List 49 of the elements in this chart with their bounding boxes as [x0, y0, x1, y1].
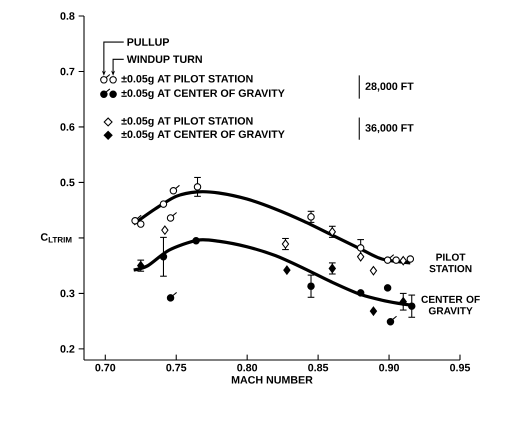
y-axis-title: C$_{LTRIM}$ [40, 233, 72, 243]
y-tick-label: 0.8 [60, 12, 75, 20]
x-tick-label: 0.75 [166, 364, 186, 372]
point [166, 212, 178, 222]
x-tick-label: 0.70 [95, 364, 116, 372]
annotation: WINDUP TURN [126, 56, 202, 64]
point [161, 225, 169, 235]
point [356, 244, 364, 252]
legend-label: ±0.05g AT PILOT STATION [121, 117, 253, 127]
legend-label: ±0.05g AT CENTER OF GRAVITY [121, 130, 285, 140]
point [166, 292, 178, 302]
y-tick-label: 0.3 [60, 290, 74, 298]
point [408, 302, 416, 310]
point [307, 213, 315, 221]
point [192, 236, 200, 244]
legend-label: ±0.05g AT PILOT STATION [121, 74, 253, 85]
x-tick-label: 0.95 [450, 364, 470, 372]
point [131, 214, 142, 224]
annotation: 28,000 FT [365, 82, 414, 92]
point [400, 256, 407, 266]
point [384, 284, 392, 292]
annotation: PILOT STATION [429, 254, 472, 272]
point [384, 254, 394, 264]
point [406, 255, 414, 263]
point [283, 265, 291, 275]
point [370, 266, 378, 276]
annotation: 36,000 FT [365, 124, 414, 134]
point [160, 253, 168, 261]
x-tick-label: 0.80 [237, 364, 258, 372]
x-tick-label: 0.90 [379, 364, 399, 372]
legend-label: ±0.05g AT CENTER OF GRAVITY [121, 89, 285, 100]
point [370, 306, 378, 316]
point [194, 183, 202, 191]
y-tick-label: 0.2 [60, 345, 74, 353]
y-tick-label: 0.5 [60, 178, 75, 186]
x-axis-title: MACH NUMBER [232, 376, 313, 384]
y-tick-label: 0.6 [60, 123, 74, 131]
point [392, 256, 400, 264]
x-tick-label: 0.85 [308, 364, 328, 372]
point [400, 297, 407, 306]
point [307, 282, 315, 290]
point [357, 252, 364, 262]
point [137, 220, 144, 228]
y-tick-label: 0.7 [60, 68, 74, 76]
point [160, 200, 168, 208]
annotation: PULLUP [127, 38, 170, 46]
point [356, 289, 364, 297]
point [170, 184, 180, 195]
annotation: CENTER OF GRAVITY [421, 296, 480, 314]
